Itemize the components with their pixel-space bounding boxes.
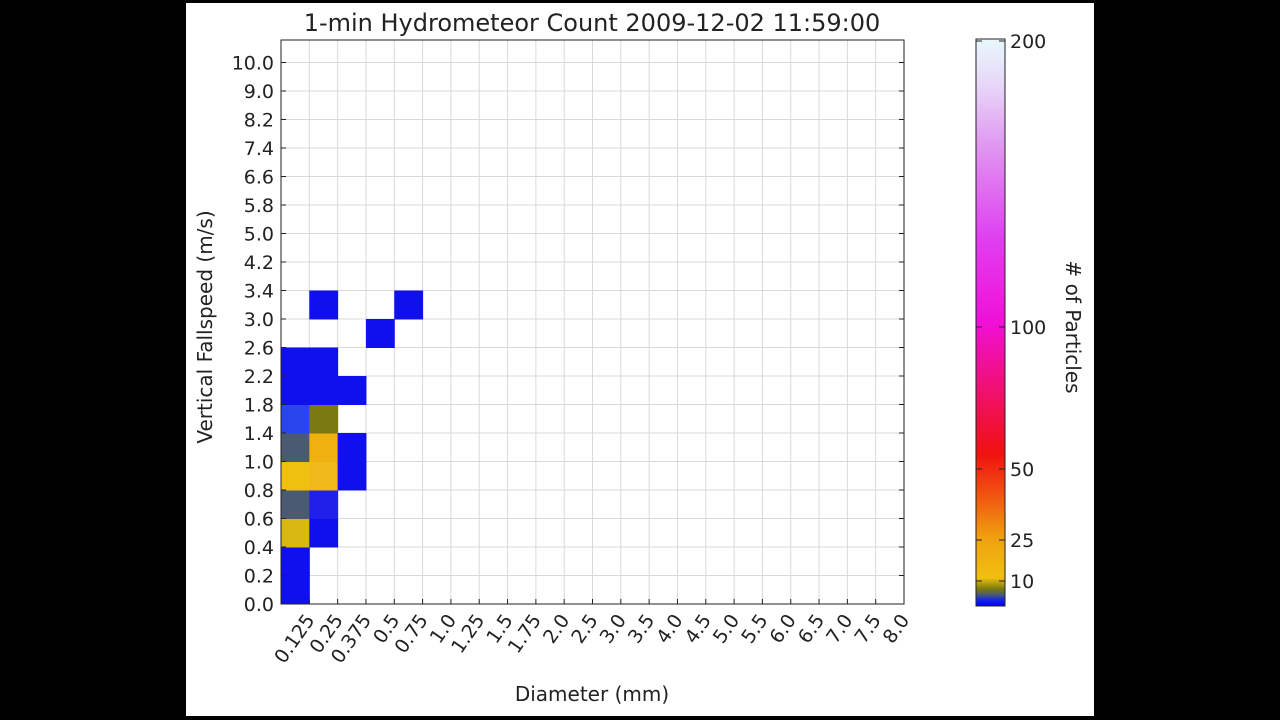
chart-title: 1-min Hydrometeor Count 2009-12-02 11:59… (304, 9, 881, 37)
heatmap-cell (365, 319, 395, 348)
y-tick-label: 1.4 (244, 423, 274, 445)
y-tick-label: 0.0 (244, 594, 274, 616)
y-tick-labels: 0.0 0.2 0.4 0.6 0.8 1.0 1.4 1.8 2.2 2.6 3.0 3.4 4.2 5… (232, 53, 274, 617)
y-tick-label: 3.4 (244, 281, 274, 303)
y-tick-label: 8.2 (244, 110, 274, 132)
heatmap-cell (309, 518, 339, 548)
colorbar-tick-label: 50 (1010, 459, 1034, 481)
heatmap-cell (394, 290, 424, 320)
heatmap-cell (281, 347, 310, 377)
colorbar-label: # of Particles (1061, 260, 1085, 393)
x-tick-label: 2.5 (567, 610, 602, 647)
heatmap-cell (281, 404, 310, 434)
y-tick-label: 6.6 (244, 167, 274, 189)
chart-figure: 1-min Hydrometeor Count 2009-12-02 11:59… (186, 3, 1094, 716)
colorbar-tick-label: 100 (1010, 317, 1046, 339)
heatmap-cell (309, 376, 339, 405)
heatmap-cell (337, 433, 367, 462)
heatmap-cell (309, 433, 339, 462)
heatmap-cell (281, 433, 310, 462)
heatmap-cells (281, 290, 424, 605)
x-axis-label: Diameter (mm) (515, 682, 669, 706)
y-tick-label: 3.0 (244, 309, 274, 331)
heatmap-cell (337, 376, 367, 405)
grid (281, 40, 904, 604)
x-tick-label: 3.0 (596, 610, 631, 647)
heatmap-cell (281, 575, 310, 605)
x-tick-label: 2.0 (539, 610, 574, 647)
x-tick-label: 7.5 (850, 610, 885, 647)
y-tick-label: 0.2 (244, 566, 274, 588)
heatmap-cell (309, 490, 339, 519)
y-tick-label: 0.6 (244, 509, 274, 531)
y-tick-label: 2.6 (244, 338, 274, 360)
x-tick-label: 4.0 (652, 610, 687, 647)
y-tick-label: 0.8 (244, 480, 274, 502)
y-tick-label: 10.0 (232, 53, 274, 75)
colorbar-tick-label: 25 (1010, 530, 1034, 552)
y-tick-label: 2.2 (244, 366, 274, 388)
y-tick-label: 1.0 (244, 452, 274, 474)
x-tick-label: 4.5 (681, 610, 716, 647)
y-tick-label: 1.8 (244, 395, 274, 417)
y-tick-label: 0.4 (244, 537, 274, 559)
heatmap-cell (281, 547, 310, 576)
x-tick-labels: 0.1250.250.3750.50.751.01.251.51.752.02.… (270, 610, 914, 667)
heatmap-cell (281, 490, 310, 519)
tick-marks (281, 62, 905, 605)
x-tick-label: 6.5 (794, 610, 829, 647)
heatmap-cell (281, 376, 310, 405)
heatmap-cell (337, 461, 367, 491)
heatmap-cell (309, 290, 339, 320)
heatmap-cell (309, 347, 339, 377)
y-tick-label: 5.0 (244, 224, 274, 246)
colorbar-tick-label: 200 (1010, 31, 1046, 53)
heatmap-cell (281, 461, 310, 491)
y-tick-label: 9.0 (244, 81, 274, 103)
y-tick-label: 5.8 (244, 195, 274, 217)
x-tick-label: 3.5 (624, 610, 659, 647)
colorbar-tick-label: 10 (1010, 571, 1034, 593)
x-tick-label: 5.5 (737, 610, 772, 647)
x-tick-label: 7.0 (822, 610, 857, 647)
y-axis-label: Vertical Fallspeed (m/s) (193, 210, 217, 443)
y-tick-label: 7.4 (244, 138, 274, 160)
x-tick-label: 5.0 (709, 610, 744, 647)
colorbar-ticks: 10 25 50 100 200 (976, 31, 1046, 593)
x-tick-label: 8.0 (879, 610, 914, 647)
heatmap-chart: 1-min Hydrometeor Count 2009-12-02 11:59… (193, 9, 1085, 706)
x-tick-label: 6.0 (765, 610, 800, 647)
heatmap-cell (309, 461, 339, 491)
y-tick-label: 4.2 (244, 252, 274, 274)
heatmap-cell (309, 404, 339, 434)
colorbar (975, 38, 1006, 607)
heatmap-cell (281, 518, 310, 548)
